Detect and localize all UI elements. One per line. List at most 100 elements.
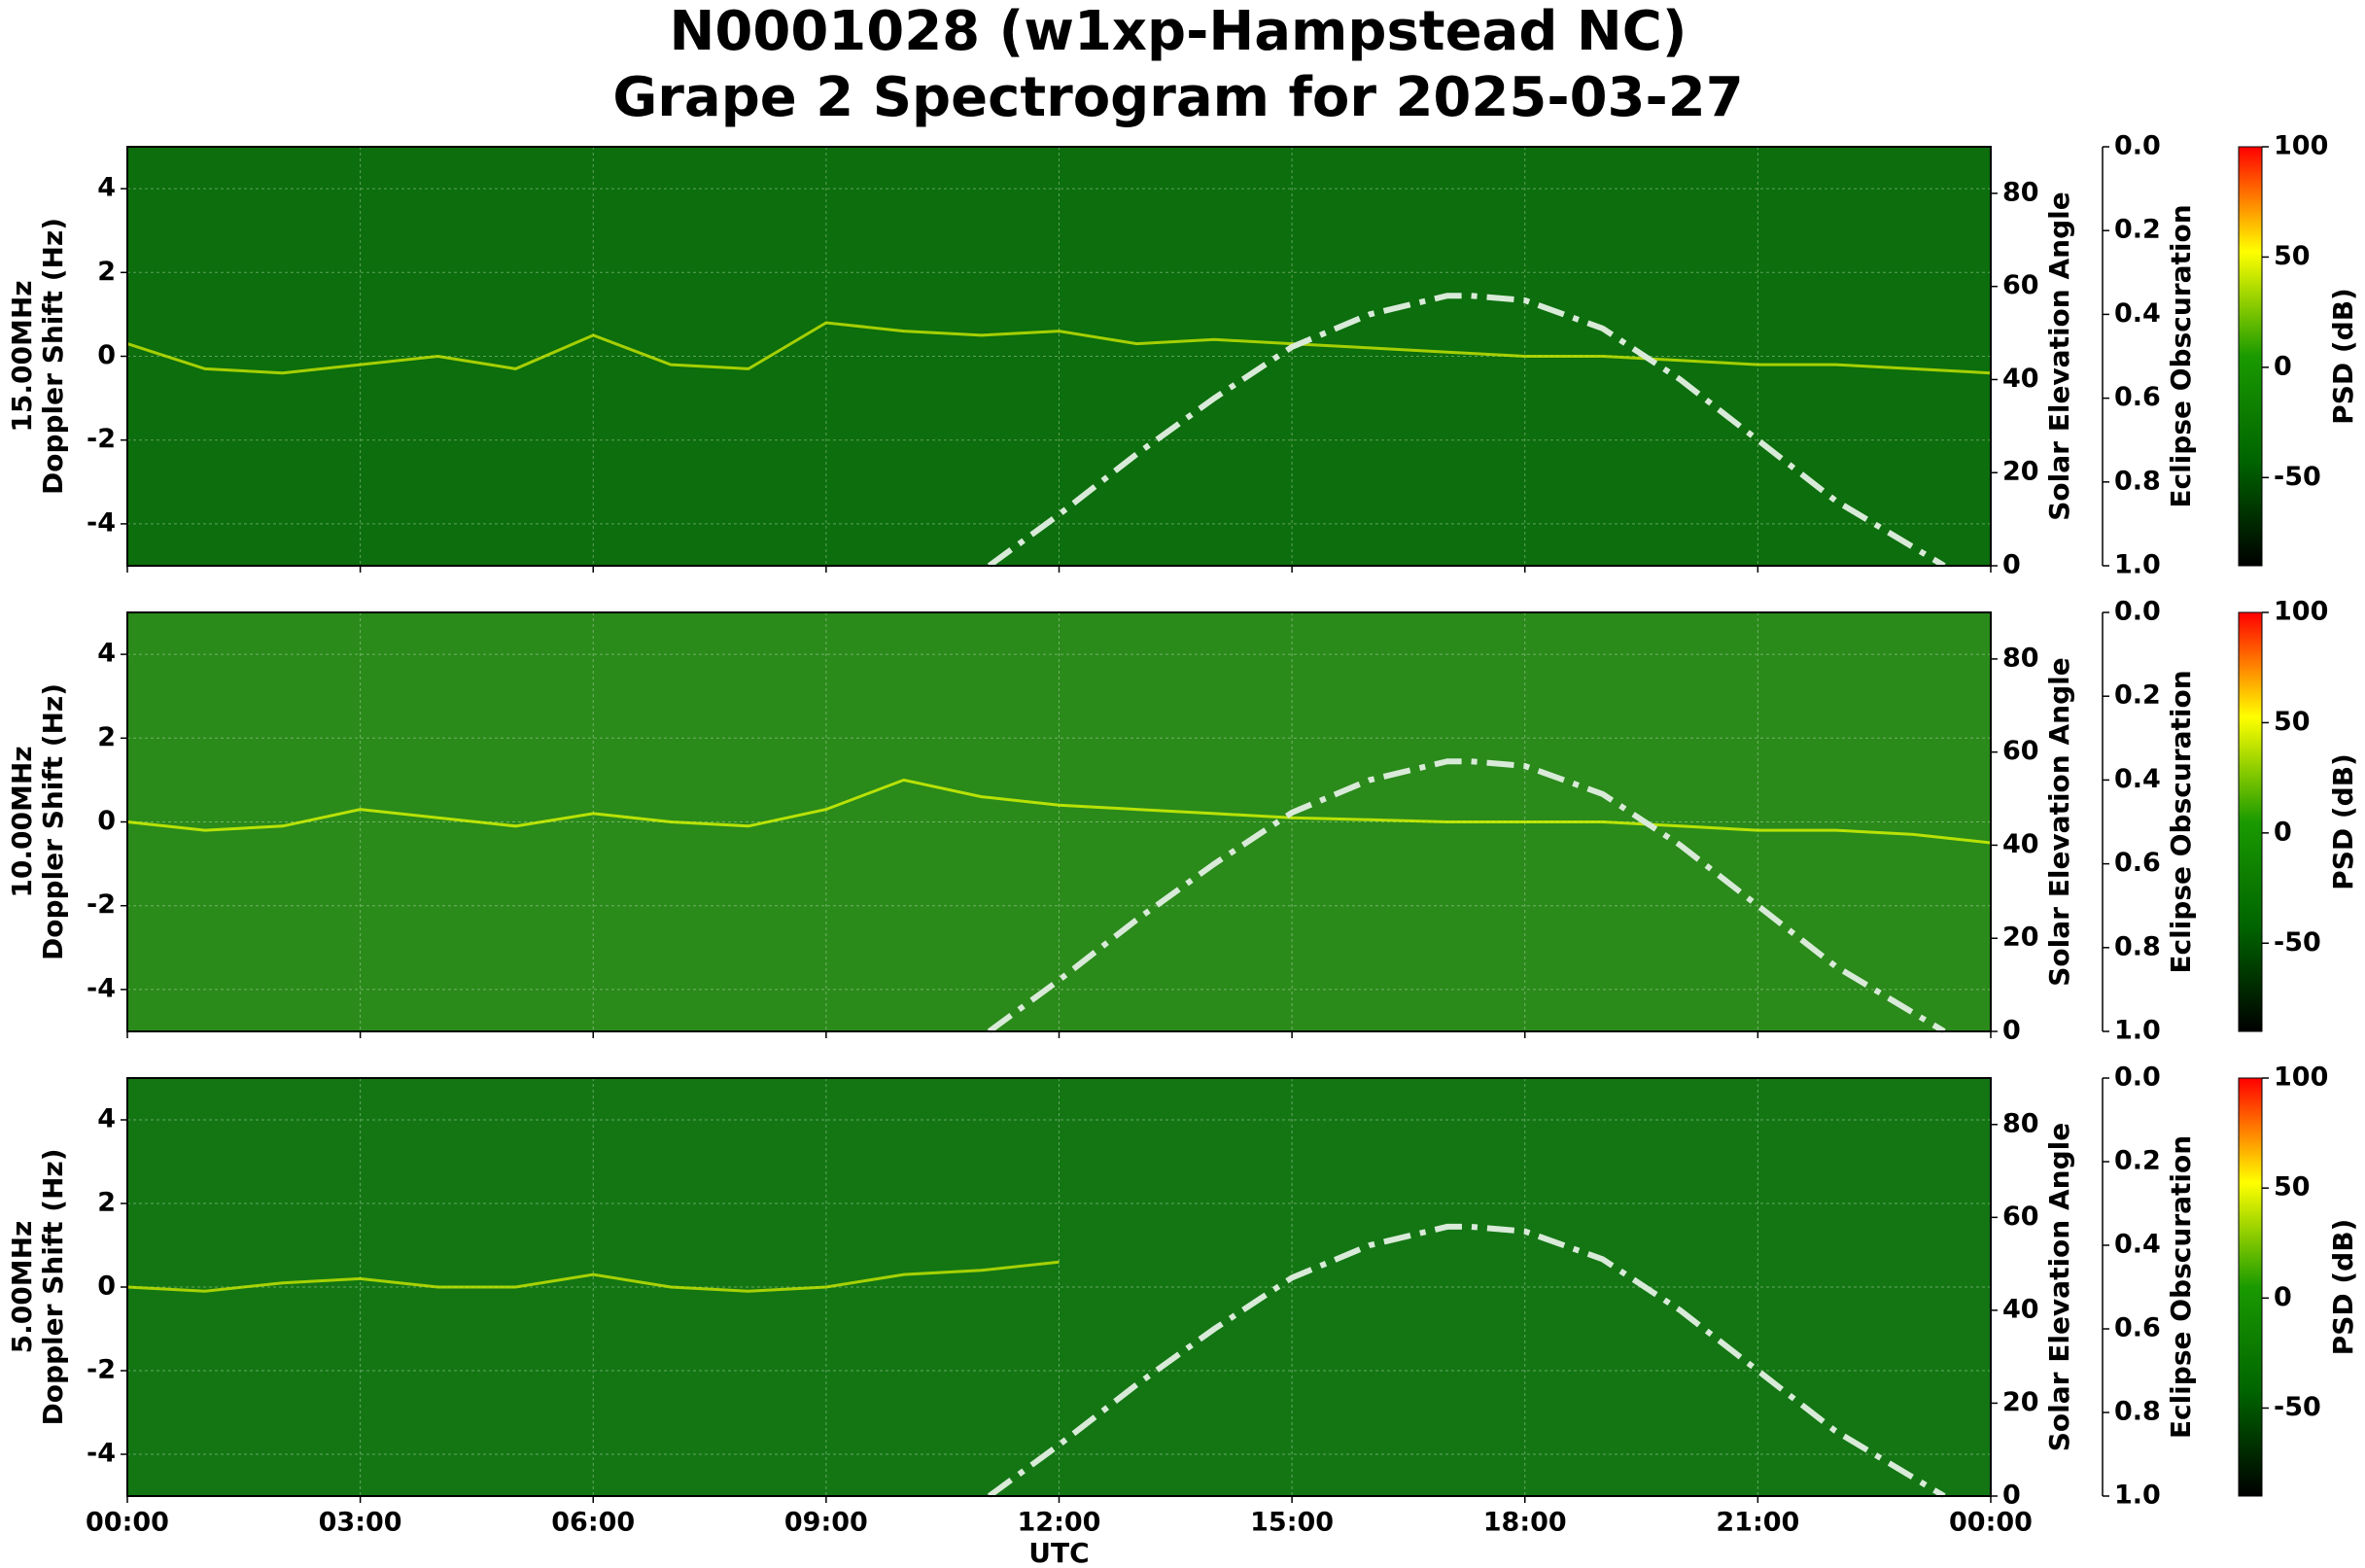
plot-frame (126, 146, 1992, 567)
y2-tick-label: 40 (2002, 829, 2039, 859)
y-tick-label: -2 (87, 1355, 116, 1385)
y-tick-label: 0 (97, 806, 116, 836)
colorbar-tick-label: 0 (2274, 1282, 2292, 1312)
y3-tick-label: 0.0 (2114, 597, 2161, 627)
y3-tick-label: 0.8 (2114, 466, 2161, 496)
y3-tick-label: 0.6 (2114, 848, 2161, 878)
x-axis-label: UTC (1028, 1537, 1089, 1568)
y2-tick-label: 20 (2002, 1387, 2039, 1417)
x-tick-label: 00:00 (86, 1508, 169, 1538)
y-tick-label: -4 (87, 1439, 116, 1469)
colorbar-tick-label: -50 (2274, 1392, 2321, 1422)
y2-tick-label: 60 (2002, 270, 2039, 300)
y2-tick-label: 60 (2002, 736, 2039, 766)
solar-elevation-curve (987, 293, 1946, 569)
y3-tick-label: 1.0 (2114, 1481, 2161, 1511)
y3-tick-label: 0.2 (2114, 215, 2161, 245)
y-axis-label: 15.00MHz (6, 280, 38, 432)
y3-axis-label: Eclipse Obscuration (2165, 204, 2197, 507)
y3-tick-label: 0.8 (2114, 1397, 2161, 1427)
y-tick-label: 0 (97, 340, 116, 370)
y-axis-label: 5.00MHz (6, 1221, 38, 1354)
y3-tick-label: 1.0 (2114, 550, 2161, 580)
y2-tick-label: 80 (2002, 643, 2039, 673)
y2-tick-label: 0 (2002, 1481, 2021, 1511)
colorbar-tick-label: 50 (2274, 707, 2311, 737)
colorbar (2238, 611, 2263, 1032)
y3-tick-label: 0.4 (2114, 1230, 2161, 1260)
y-axis-label: Doppler Shift (Hz) (37, 683, 69, 960)
y3-axis-label: Eclipse Obscuration (2165, 1135, 2197, 1439)
y-tick-label: 4 (97, 639, 116, 669)
y3-tick-label: 0.6 (2114, 382, 2161, 412)
y2-tick-label: 20 (2002, 457, 2039, 487)
y-tick-label: -2 (87, 424, 116, 454)
colorbar-tick-label: -50 (2274, 462, 2321, 492)
y2-tick-label: 40 (2002, 1294, 2039, 1324)
solar-elevation-curve (987, 1223, 1946, 1499)
colorbar-label: PSD (dB) (2327, 1219, 2359, 1356)
colorbar-tick-label: 100 (2274, 597, 2328, 627)
x-tick-label: 03:00 (319, 1508, 402, 1538)
y3-tick-label: 0.4 (2114, 298, 2161, 329)
colorbar-tick-label: 0 (2274, 351, 2292, 381)
chart-title: N0001028 (w1xp-Hampstead NC) (670, 0, 1687, 63)
plot-background (127, 1078, 1991, 1496)
y2-tick-label: 0 (2002, 550, 2021, 580)
x-tick-label: 00:00 (1949, 1508, 2033, 1538)
colorbar-tick-label: 50 (2274, 1172, 2311, 1202)
colorbar-label: PSD (dB) (2327, 288, 2359, 425)
y-axis-label: Doppler Shift (Hz) (37, 218, 69, 495)
colorbar-tick-label: -50 (2274, 927, 2321, 958)
y2-tick-label: 80 (2002, 1108, 2039, 1138)
y-tick-label: 4 (97, 1104, 116, 1134)
x-tick-label: 21:00 (1716, 1508, 1799, 1538)
y3-tick-label: 0.0 (2114, 131, 2161, 161)
y-tick-label: -4 (87, 973, 116, 1003)
y-tick-label: 2 (97, 257, 116, 287)
colorbar-label: PSD (dB) (2327, 753, 2359, 890)
colorbar (2238, 1077, 2263, 1497)
y3-tick-label: 0.8 (2114, 931, 2161, 961)
solar-elevation-curve (987, 758, 1946, 1034)
chart-subtitle: Grape 2 Spectrogram for 2025-03-27 (612, 66, 1743, 129)
y3-tick-label: 0.0 (2114, 1063, 2161, 1093)
y-tick-label: 2 (97, 1188, 116, 1218)
y2-axis-label: Solar Elevation Angle (2043, 657, 2075, 986)
doppler-trace (126, 321, 1992, 375)
y3-tick-label: 0.2 (2114, 680, 2161, 711)
x-tick-label: 06:00 (551, 1508, 635, 1538)
colorbar-tick-label: 100 (2274, 131, 2328, 161)
colorbar-tick-label: 50 (2274, 241, 2311, 271)
y-axis-label: Doppler Shift (Hz) (37, 1148, 69, 1425)
y2-axis-label: Solar Elevation Angle (2043, 192, 2075, 520)
y3-tick-label: 0.4 (2114, 764, 2161, 794)
doppler-trace (126, 1260, 1060, 1293)
plot-background (127, 612, 1991, 1031)
y2-tick-label: 80 (2002, 177, 2039, 207)
x-tick-label: 15:00 (1250, 1508, 1334, 1538)
y-tick-label: -4 (87, 507, 116, 538)
plot-frame (126, 1077, 1992, 1497)
colorbar-tick-label: 0 (2274, 817, 2292, 847)
x-tick-label: 09:00 (784, 1508, 868, 1538)
x-tick-label: 12:00 (1018, 1508, 1101, 1538)
colorbar-tick-label: 100 (2274, 1063, 2328, 1093)
doppler-trace (126, 778, 1992, 845)
y2-axis-label: Solar Elevation Angle (2043, 1123, 2075, 1451)
y2-tick-label: 20 (2002, 923, 2039, 953)
y2-tick-label: 0 (2002, 1016, 2021, 1046)
y-tick-label: 2 (97, 722, 116, 752)
y-tick-label: -2 (87, 889, 116, 920)
y3-axis-label: Eclipse Obscuration (2165, 670, 2197, 973)
y-axis-label: 10.00MHz (6, 746, 38, 897)
plot-frame (126, 611, 1992, 1032)
y2-tick-label: 60 (2002, 1202, 2039, 1232)
x-tick-label: 18:00 (1483, 1508, 1567, 1538)
y-tick-label: 0 (97, 1272, 116, 1302)
y3-tick-label: 0.2 (2114, 1146, 2161, 1176)
y-tick-label: 4 (97, 173, 116, 203)
y3-tick-label: 1.0 (2114, 1016, 2161, 1046)
colorbar (2238, 146, 2263, 567)
